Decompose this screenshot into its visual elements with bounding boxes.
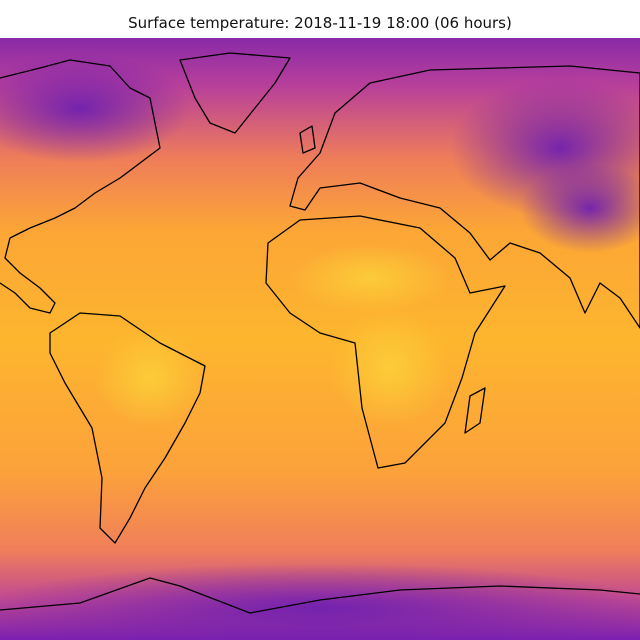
coast-madagascar [464,387,486,434]
coast-south-america [49,312,206,544]
warm-region-africa [330,308,450,428]
cold-region-antarctica [0,563,640,640]
coast-eurasia [289,65,640,329]
warm-region-sahara [290,243,450,313]
coast-antarctica [0,577,640,614]
warm-region-south-america [95,328,205,428]
coast-greenland [179,52,291,134]
temperature-map [0,38,640,640]
coast-north-america [0,59,161,314]
coast-british-isles [299,125,316,154]
coast-africa [265,215,506,469]
cold-region-asia [520,163,640,253]
map-title: Surface temperature: 2018-11-19 18:00 (0… [128,14,512,32]
cold-region-canada [0,53,190,163]
